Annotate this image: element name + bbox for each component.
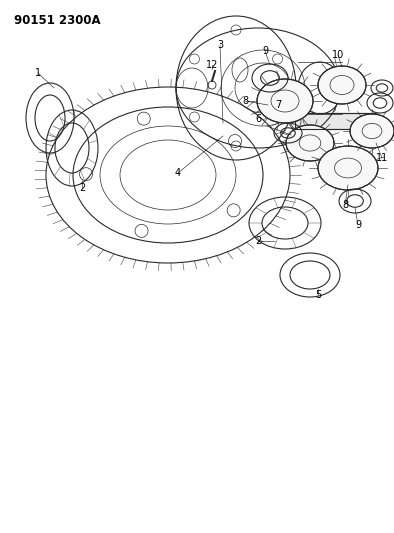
FancyBboxPatch shape (295, 113, 375, 129)
Text: 2: 2 (255, 236, 261, 246)
Text: 6: 6 (255, 114, 261, 124)
Ellipse shape (286, 125, 334, 161)
Text: 4: 4 (175, 168, 181, 178)
Text: 12: 12 (206, 60, 218, 70)
Text: 10: 10 (332, 50, 344, 60)
Text: 9: 9 (355, 220, 361, 230)
Text: 11: 11 (376, 153, 388, 163)
Ellipse shape (318, 66, 366, 104)
Text: 3: 3 (217, 40, 223, 50)
Text: 8: 8 (242, 96, 248, 106)
Text: 2: 2 (79, 183, 85, 193)
Ellipse shape (257, 79, 313, 123)
Text: 9: 9 (262, 46, 268, 56)
Text: 90151 2300A: 90151 2300A (14, 14, 100, 27)
Text: 1: 1 (35, 68, 41, 78)
Ellipse shape (350, 114, 394, 148)
Ellipse shape (318, 146, 378, 190)
Text: 5: 5 (315, 290, 321, 300)
Text: 7: 7 (275, 100, 281, 110)
Text: 8: 8 (342, 200, 348, 210)
